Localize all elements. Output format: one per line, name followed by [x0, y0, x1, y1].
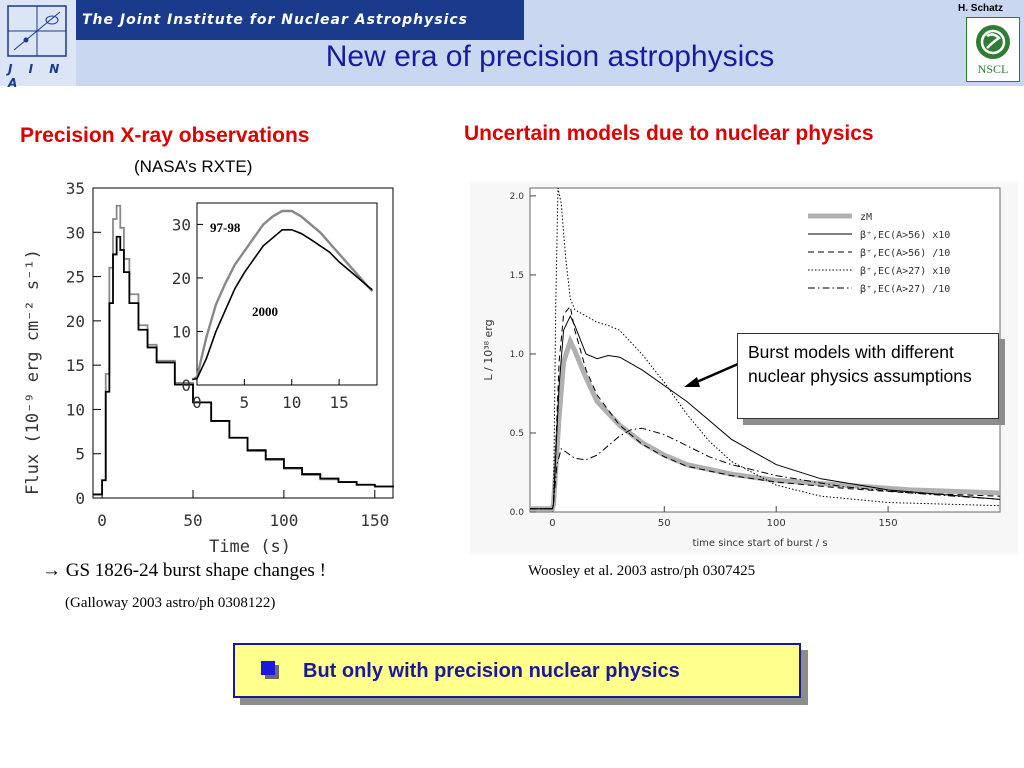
- model-series-2: [530, 305, 1001, 510]
- inset-xtick-label: 0: [192, 393, 202, 412]
- flux-series-2000: [93, 235, 394, 496]
- model-xtick-label: 150: [879, 518, 898, 529]
- inset-xtick-label: 10: [282, 393, 301, 412]
- callout-arrow-icon: [684, 362, 739, 387]
- model-series-0: [530, 334, 1001, 512]
- flux-chart-xtick-label: 100: [269, 511, 298, 530]
- model-ytick-label: 0.5: [510, 429, 524, 439]
- inset-ytick-label: 0: [181, 376, 191, 395]
- legend-label: β⁺,EC(A>56) x10: [860, 230, 950, 241]
- flux-chart-ytick-label: 35: [66, 180, 85, 198]
- left-reference: (Galloway 2003 astro/ph 0308122): [65, 595, 276, 611]
- model-ytick-label: 0.0: [510, 508, 525, 518]
- left-caption-text: GS 1826-24 burst shape changes !: [65, 560, 326, 581]
- left-subheading: (NASA’s RXTE): [134, 157, 253, 176]
- flux-chart-ytick-label: 5: [75, 445, 85, 464]
- jina-logo: J I N A: [0, 0, 76, 90]
- flux-chart-ytick-label: 30: [66, 223, 85, 242]
- inset-series-2000: [192, 229, 373, 381]
- flux-chart-ylabel: Flux (10⁻⁹ erg cm⁻² s⁻¹): [23, 249, 43, 495]
- right-reference: Woosley et al. 2003 astro/ph 0307425: [528, 563, 756, 579]
- arrow-right-icon: →: [42, 560, 61, 581]
- jina-logo-graphic: [7, 5, 67, 57]
- nscl-logo: NSCL: [966, 17, 1020, 82]
- model-xtick-label: 100: [767, 518, 786, 529]
- jina-logo-text: J I N A: [8, 62, 66, 90]
- inset-ytick-label: 30: [172, 215, 191, 234]
- slide-title: New era of precision astrophysics: [325, 40, 775, 73]
- inset-xtick-label: 5: [240, 393, 250, 412]
- bullet-square-icon: [261, 661, 275, 675]
- flux-chart-ytick-label: 25: [66, 268, 85, 287]
- flux-chart-ytick-label: 15: [66, 356, 85, 375]
- inset-label-9798: 97-98: [210, 220, 241, 235]
- conclusion-box: But only with precision nuclear physics: [233, 643, 801, 698]
- model-series-1: [530, 314, 1001, 510]
- flux-chart-ytick-label: 20: [66, 312, 85, 331]
- inset-ytick-label: 10: [172, 322, 191, 341]
- flux-chart-ytick-label: 10: [66, 400, 85, 419]
- author-label: H. Schatz: [958, 3, 1004, 14]
- model-ytick-label: 1.5: [510, 271, 524, 281]
- flux-chart-xtick-label: 50: [183, 511, 202, 530]
- model-ytick-label: 1.0: [510, 350, 525, 360]
- flux-chart-ytick-label: 0: [75, 489, 85, 508]
- luminosity-chart-xlabel: time since start of burst / s: [692, 538, 827, 549]
- model-ytick-label: 2.0: [510, 192, 525, 202]
- left-heading: Precision X-ray observations: [20, 124, 310, 147]
- model-series-3: [530, 187, 1001, 510]
- inset-ytick-label: 20: [172, 269, 191, 288]
- flux-chart-xtick-label: 0: [97, 511, 107, 530]
- inset-xtick-label: 15: [329, 393, 348, 412]
- model-xtick-label: 0: [549, 518, 555, 529]
- inset-series-97-98: [191, 209, 374, 381]
- callout-box: Burst models with different nuclear phys…: [737, 333, 999, 419]
- model-xtick-label: 50: [658, 518, 671, 529]
- right-heading: Uncertain models due to nuclear physics: [464, 122, 874, 145]
- legend-label: β⁺,EC(A>27) /10: [860, 284, 950, 295]
- nscl-logo-graphic: NSCL: [976, 25, 1010, 76]
- flux-chart-xlabel: Time (s): [209, 537, 291, 557]
- inset-label-2000: 2000: [252, 304, 278, 319]
- flux-inset-chart: 0 5 10 15 0 10 20 30 97-98 2000: [172, 202, 378, 412]
- left-caption: → GS 1826-24 burst shape changes !: [42, 560, 326, 582]
- conclusion-text: But only with precision nuclear physics: [303, 660, 680, 682]
- institute-name: The Joint Institute for Nuclear Astrophy…: [82, 12, 469, 28]
- flux-chart-xtick-label: 150: [360, 511, 389, 530]
- institute-bar: [76, 0, 524, 40]
- nscl-label: NSCL: [978, 62, 1009, 76]
- legend-label: β⁺,EC(A>56) /10: [860, 248, 950, 259]
- luminosity-chart-ylabel: L / 10³⁸ erg: [482, 319, 495, 380]
- legend-label: β⁺,EC(A>27) x10: [860, 266, 950, 277]
- legend-label: zM: [860, 212, 872, 223]
